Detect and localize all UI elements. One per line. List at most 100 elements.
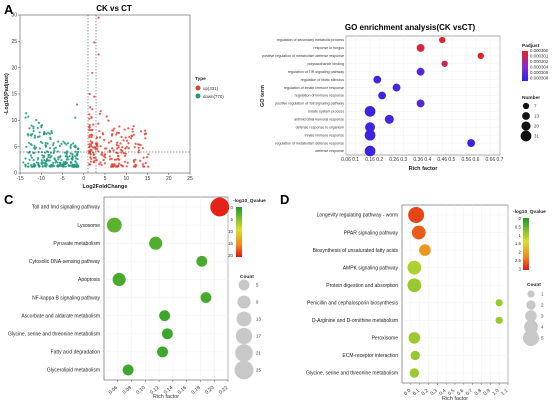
c-category-label: Apoptosis [78,277,100,283]
go-term-label: regulation of innate immune response [284,86,344,90]
volcano-point-up [141,163,144,166]
volcano-point-up [88,151,91,155]
volcano-point-up [121,149,124,153]
volcano-point-up [141,147,144,150]
go-xtick-label: 0.6 [472,157,479,163]
volcano-point-down [48,132,52,135]
volcano-point-up [115,158,118,161]
volcano-point-down [40,124,44,127]
volcano-point-down [74,116,77,119]
volcano-point-up [110,134,114,137]
c-legend-size-marker [238,279,250,291]
panel-label-d: D [280,192,289,207]
volcano-point-up [94,142,98,145]
d-category-label: AMPK signaling pathway [343,265,399,271]
volcano-point-down [71,153,74,156]
d-xtick-label: 0.2 [421,388,430,397]
d-legend-size-label: 1 [541,292,544,297]
volcano-point-up [88,92,91,96]
go-term-label: innate system process [308,110,344,114]
volcano-point-down [41,154,44,157]
volcano-point-down [75,157,78,160]
volcano-point-down [24,163,27,167]
volcano-point-down [31,132,34,136]
volcano-point-up [132,165,135,168]
volcano-point-up [117,154,120,158]
go-legend-color-title: Padjust [522,43,540,49]
volcano-point-down [37,156,40,160]
volcano-point-down [50,129,53,133]
c-category-label: Cytosolic DNA-sensing pathway [29,259,101,265]
go-point [416,67,425,76]
d-legend-color-tick: 1 [519,233,522,238]
go-point [378,91,386,100]
go-xtick-label: 0.46 [437,157,447,163]
d-legend-color-tick: 3 [519,266,522,271]
d-legend-size-label: 2 [541,303,544,308]
volcano-point-down [75,154,79,157]
volcano-point-down [39,140,42,143]
d-point [407,260,422,275]
volcano-point-up [88,125,91,128]
volcano-point-up [101,132,104,135]
volcano-point-up [116,152,119,155]
volcano-point-up [88,135,91,139]
d-legend-color-ticks: 0 0.5 1 1.5 2 2.5 3 [515,216,522,271]
volcano-ytick-label: 5 [14,144,17,150]
volcano-point-up [139,143,142,146]
volcano-point-down [75,152,78,155]
volcano-point-down [43,164,46,168]
volcano-point-down [32,129,35,133]
volcano-point-up [91,71,94,75]
volcano-point-up [92,123,95,126]
volcano-point-up [116,147,119,150]
volcano-point-up [94,147,97,151]
volcano-point-down [24,116,27,119]
volcano-point-down [58,156,61,159]
volcano-point-down [33,164,37,167]
go-legend-size-label: 7 [534,104,537,109]
volcano-point-down [65,154,68,158]
volcano-point-up [129,137,133,140]
d-category-label: Biosynthesis of unsaturated fatty acids [313,248,399,254]
c-legend-size-label: 9 [256,300,259,305]
d-xtick-label: 0.8 [474,388,483,397]
go-xtick-label: 0.36 [413,157,423,163]
volcano-point-up [96,145,99,148]
go-term-label: innate immune response [305,133,344,137]
volcano-point-up [107,119,110,122]
volcano-xtick-label: 25 [187,176,193,182]
volcano-point-up [88,143,91,146]
d-category-label: PPAR signaling pathway [344,230,399,236]
volcano-point-up [96,147,99,151]
volcano-point-up [130,134,133,137]
volcano-point-down [38,131,41,134]
volcano-point-up [103,162,107,165]
c-color-bar [236,207,242,257]
d-point [410,350,420,361]
volcano-point-down [69,145,72,148]
volcano-point-down [38,147,41,150]
volcano-point-up [111,129,115,132]
volcano-point-down [50,155,53,158]
panel-label-a: A [4,2,14,17]
volcano-point-down [62,140,65,143]
volcano-point-down [41,165,44,168]
volcano-point-down [25,112,28,115]
volcano-point-up [144,137,147,140]
go-legend-size-label: 31 [534,134,539,139]
volcano-point-up [92,161,96,164]
volcano-legend-title: Type [195,76,206,82]
volcano-point-down [57,140,60,143]
c-category-label: Pyruvate metabolism [53,241,100,247]
d-point [408,332,421,344]
volcano-point-up [88,133,91,137]
kegg-down-plot: C Toll and Imd signaling pathway Lysosome… [4,192,266,400]
d-category-label: Longevity regulating pathway - worm [317,213,398,219]
volcano-point-down [33,134,36,137]
volcano-point-up [99,145,102,148]
volcano-point-up [118,125,121,128]
volcano-point-up [112,149,115,152]
d-point [408,207,425,223]
volcano-point-down [64,165,67,168]
